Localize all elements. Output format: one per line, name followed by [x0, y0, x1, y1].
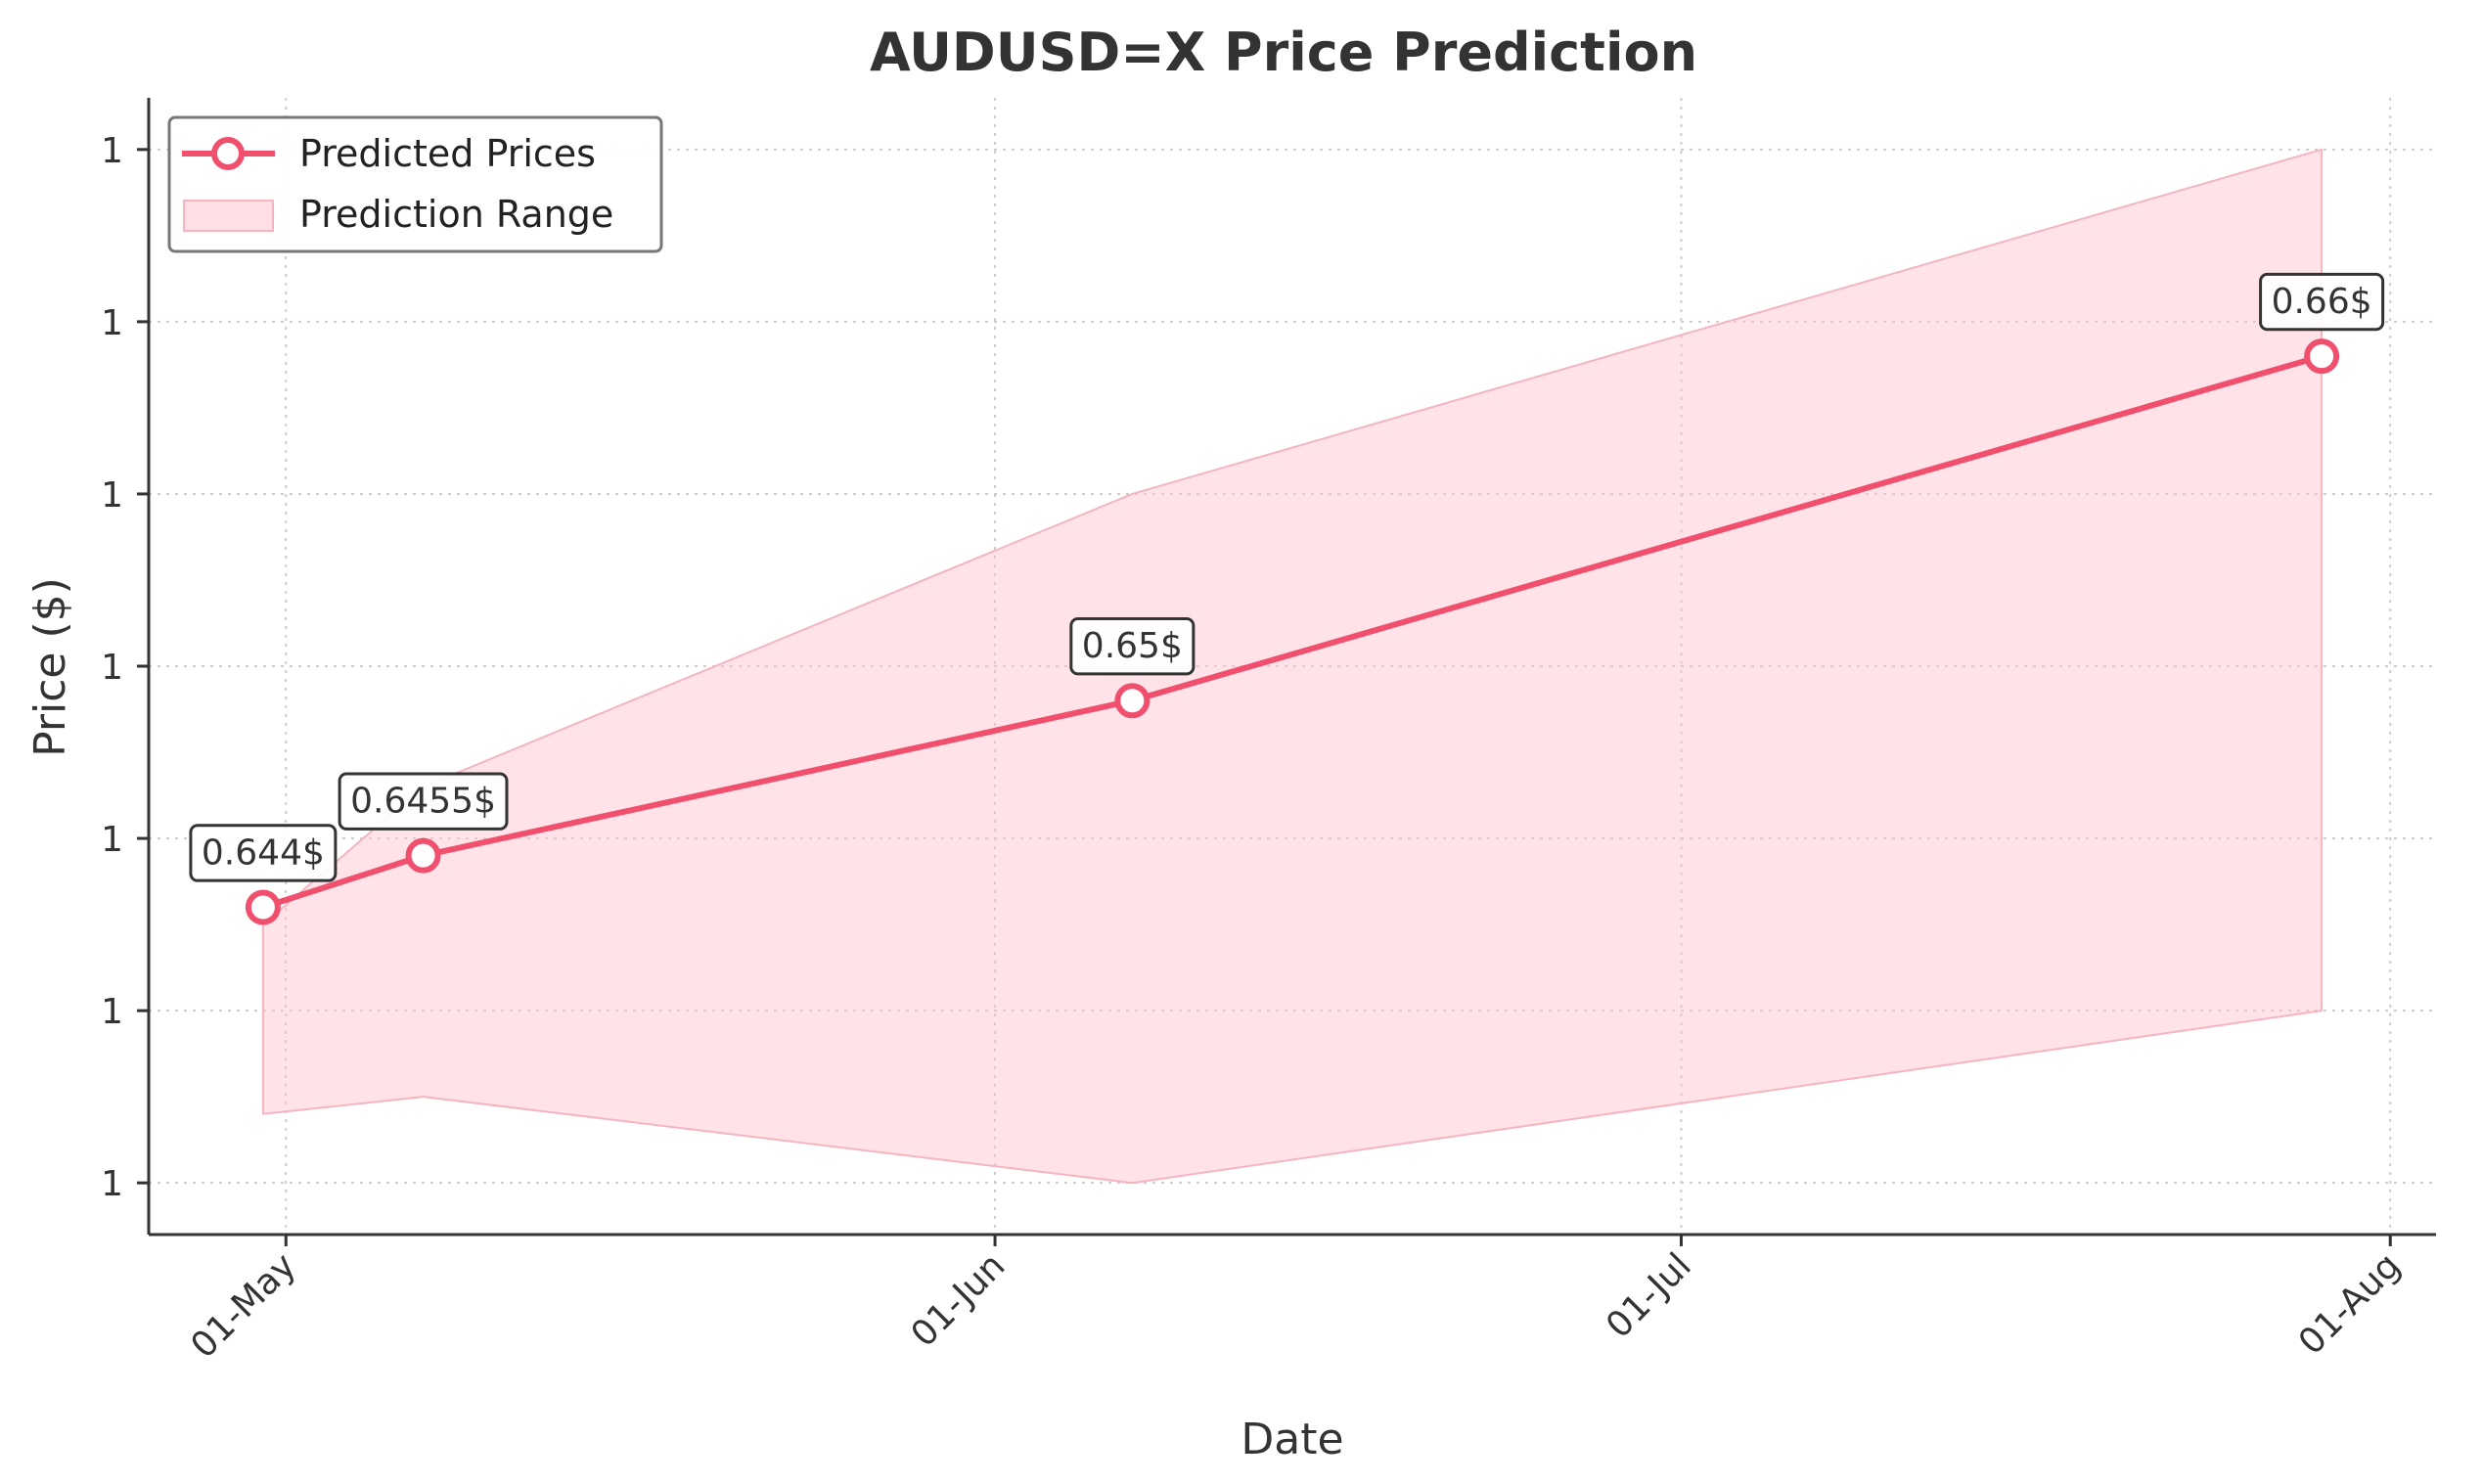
chart-title: AUDUSD=X Price Prediction	[870, 22, 1697, 83]
legend-label-range: Prediction Range	[299, 193, 613, 236]
x-axis-label: Date	[1241, 1415, 1343, 1464]
x-tick-label: 01-Aug	[2291, 1245, 2409, 1363]
predicted-price-point	[245, 889, 281, 925]
data-label-text: 0.66$	[2272, 282, 2372, 322]
data-label-box	[2259, 272, 2385, 332]
y-tick-label: 1	[101, 131, 123, 171]
y-ticks: 1 1 1 1 1 1 1	[101, 131, 149, 1204]
y-tick-label: 1	[101, 475, 123, 516]
data-label: 0.644$	[189, 824, 338, 882]
legend-frame	[167, 115, 663, 253]
data-labels: 0.644$ 0.6455$ 0.65$ 0.66$	[189, 272, 2385, 882]
x-tick-label: 01-Jun	[904, 1245, 1014, 1355]
predicted-price-point	[405, 837, 441, 874]
data-label: 0.6455$	[338, 772, 509, 831]
y-axis-label: Price ($)	[25, 577, 75, 757]
legend-label-predicted: Predicted Prices	[299, 132, 596, 175]
y-tick-label: 1	[101, 992, 123, 1032]
data-label-text: 0.644$	[202, 832, 325, 873]
data-label-box	[338, 772, 509, 831]
data-label-box	[189, 824, 338, 882]
y-tick-label: 1	[101, 648, 123, 688]
legend-range-swatch	[183, 200, 274, 232]
predicted-prices-series	[245, 338, 2340, 925]
x-tick-label: 01-May	[183, 1245, 303, 1366]
y-tick-label: 1	[101, 820, 123, 860]
predicted-price-point	[2304, 338, 2340, 375]
y-tick-label: 1	[101, 303, 123, 343]
predicted-price-point	[1114, 683, 1151, 719]
data-label-text: 0.65$	[1082, 626, 1183, 666]
predicted-price-line	[261, 353, 2323, 911]
x-ticks: 01-May 01-Jun 01-Jul 01-Aug	[183, 1235, 2409, 1367]
data-label-text: 0.6455$	[350, 782, 496, 822]
y-tick-label: 1	[101, 1164, 123, 1204]
legend: Predicted Prices Prediction Range	[167, 115, 663, 253]
x-tick-label: 01-Jul	[1599, 1245, 1699, 1346]
data-label-box	[1069, 617, 1196, 676]
data-label: 0.66$	[2259, 272, 2385, 332]
prediction-range-band	[261, 148, 2324, 1185]
prediction-range-area	[261, 148, 2324, 1185]
data-label: 0.65$	[1069, 617, 1196, 676]
legend-marker-swatch	[211, 137, 245, 170]
